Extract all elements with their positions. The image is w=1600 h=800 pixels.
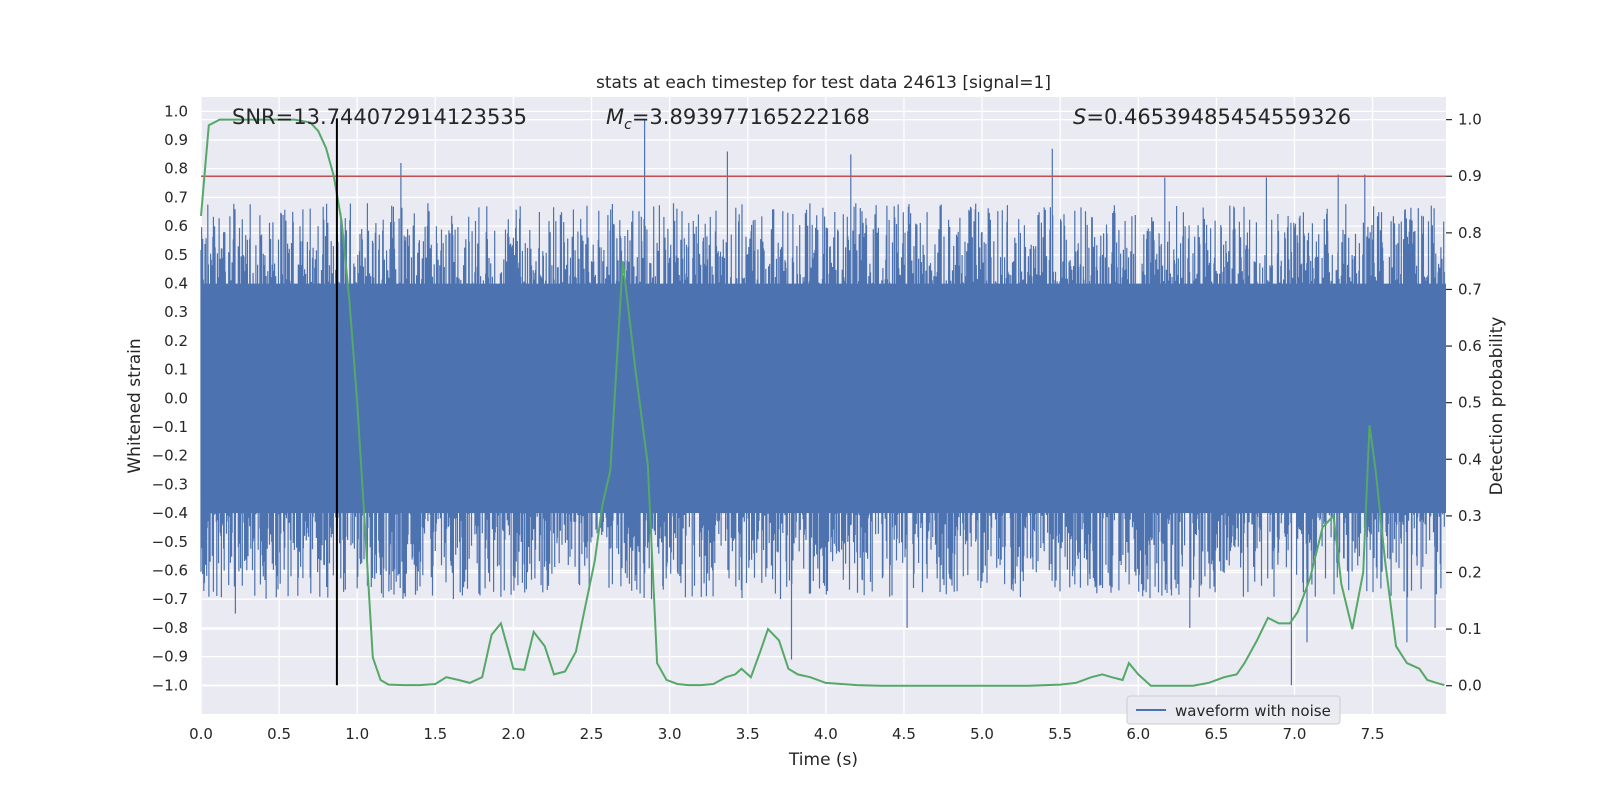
s-value: =0.46539485454559326 [1086,105,1351,129]
y-tick-label: 0.1 [164,361,188,379]
y2-tick-label: 0.1 [1458,620,1482,638]
x-tick-label: 7.0 [1283,725,1307,743]
x-tick-label: 7.5 [1361,725,1385,743]
y-tick-label: −0.4 [152,504,188,522]
y-tick-label: −0.2 [152,447,188,465]
y2-tick-label: 0.8 [1458,224,1482,242]
y2-axis-ticks: 1.0 0.9 0.8 0.7 0.6 0.5 0.4 0.3 0.2 0.1 0.0 [1446,111,1482,695]
legend-box [1126,695,1341,725]
y-tick-label: −1.0 [152,676,188,694]
waveform-series [200,120,1446,686]
y2-tick-label: 0.7 [1458,280,1482,298]
y-tick-label: 0.0 [164,389,188,407]
x-tick-label: 1.0 [345,725,369,743]
s-annotation: S=0.46539485454559326 [1073,105,1351,129]
y-tick-label: −0.1 [152,418,188,436]
x-tick-label: 0.5 [267,725,291,743]
x-tick-label: 2.5 [580,725,604,743]
x-tick-label: 6.5 [1204,725,1228,743]
probability-series [200,118,1445,687]
y-tick-label: −0.8 [152,619,188,637]
x-tick-label: 3.0 [658,725,682,743]
y2-tick-label: 0.0 [1458,677,1482,695]
y-tick-label: 0.2 [164,332,188,350]
y2-tick-label: 0.9 [1458,167,1482,185]
y-tick-label: 0.4 [164,275,188,293]
x-axis-ticks: 0.0 0.5 1.0 1.5 2.0 2.5 3.0 3.5 4.0 4.5 5.0 5.5 6.0 6… [189,725,1384,743]
y2-tick-label: 1.0 [1458,111,1482,129]
waveform-strokes [200,120,1446,686]
y-tick-label: 0.5 [164,246,188,264]
legend-label: waveform with noise [1175,702,1331,720]
s-symbol: S [1073,105,1086,129]
y-tick-label: 0.3 [164,303,188,321]
y2-tick-label: 0.3 [1458,507,1482,525]
y-tick-label: 0.6 [164,217,188,235]
x-tick-label: 5.5 [1048,725,1072,743]
x-tick-label: 5.0 [970,725,994,743]
snr-annotation: SNR=13.744072914123535 [232,105,527,129]
x-axis-label: Time (s) [788,750,858,770]
mc-value: =3.893977165222168 [632,105,870,129]
y-tick-label: 1.0 [164,102,188,120]
y-tick-label: 0.9 [164,131,188,149]
mc-subscript: c [624,117,632,133]
chart-title: stats at each timestep for test data 246… [596,73,1051,93]
y-axis-ticks: 1.0 0.9 0.8 0.7 0.6 0.5 0.4 0.3 0.2 0.1 0.0 −0.1 −0.… [152,102,188,694]
y2-tick-label: 0.2 [1458,563,1482,581]
x-tick-label: 6.0 [1126,725,1150,743]
legend: waveform with noise [1126,695,1341,725]
mc-symbol: M [606,105,624,129]
y2-tick-label: 0.4 [1458,450,1482,468]
y-tick-label: −0.5 [152,533,188,551]
y2-tick-label: 0.6 [1458,337,1482,355]
y-tick-label: −0.7 [152,590,188,608]
y-axis-label: Whitened strain [125,338,145,473]
x-tick-label: 4.0 [814,725,838,743]
plot-area [200,118,1446,687]
x-tick-label: 2.0 [501,725,525,743]
y-tick-label: −0.9 [152,648,188,666]
x-tick-label: 3.5 [736,725,760,743]
y2-tick-label: 0.5 [1458,394,1482,412]
y-tick-label: −0.6 [152,562,188,580]
chirp-mass-annotation: Mc=3.893977165222168 [606,105,870,133]
x-tick-label: 1.5 [423,725,447,743]
x-tick-label: 4.5 [892,725,916,743]
x-tick-label: 0.0 [189,725,213,743]
y-tick-label: 0.7 [164,188,188,206]
y-tick-label: 0.8 [164,160,188,178]
y2-axis-label: Detection probability [1487,317,1507,496]
y-tick-label: −0.3 [152,475,188,493]
